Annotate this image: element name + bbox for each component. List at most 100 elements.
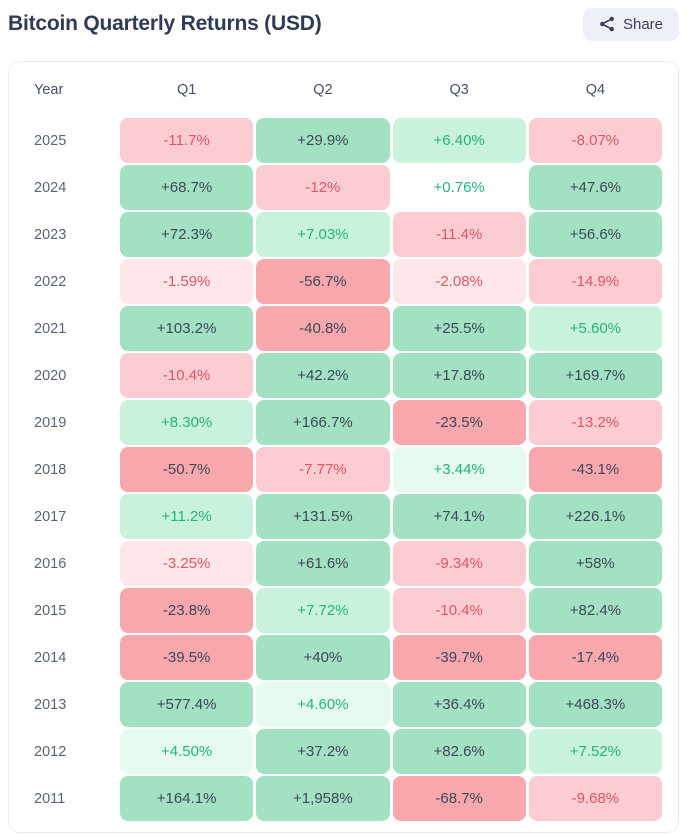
return-cell: -39.7% [392, 635, 526, 680]
return-cell: +169.7% [528, 353, 662, 398]
year-label: 2025 [34, 132, 67, 149]
return-cell: -2.08% [392, 259, 526, 304]
return-cell: +42.2% [256, 353, 390, 398]
year-label: 2019 [34, 414, 67, 431]
return-cell: -1.59% [120, 259, 254, 304]
return-cell: +72.3% [120, 212, 254, 257]
return-cell: -13.2% [528, 400, 662, 445]
return-cell: +61.6% [256, 541, 390, 586]
return-cell: -43.1% [528, 447, 662, 492]
return-cell: +74.1% [392, 494, 526, 539]
table-row: 2015 -23.8% +7.72% -10.4% +82.4% [9, 588, 678, 633]
return-cell: -12% [256, 165, 390, 210]
return-cell: +25.5% [392, 306, 526, 351]
return-cell: +11.2% [120, 494, 254, 539]
table-row: 2011 +164.1% +1,958% -68.7% -9.68% [9, 776, 678, 821]
share-button-label: Share [622, 15, 663, 33]
return-cell: +1,958% [256, 776, 390, 821]
table-row: 2014 -39.5% +40% -39.7% -17.4% [9, 635, 678, 680]
table-row: 2024 +68.7% -12% +0.76% +47.6% [9, 165, 678, 210]
table-row: 2017 +11.2% +131.5% +74.1% +226.1% [9, 494, 678, 539]
year-label: 2022 [34, 273, 67, 290]
return-cell: +577.4% [120, 682, 254, 727]
table-header-row: Year Q1 Q2 Q3 Q4 [9, 62, 678, 118]
return-cell: -3.25% [120, 541, 254, 586]
return-cell: +8.30% [120, 400, 254, 445]
return-cell: +40% [256, 635, 390, 680]
return-cell: -11.7% [120, 118, 254, 163]
return-cell: -23.5% [392, 400, 526, 445]
share-icon [599, 16, 615, 32]
return-cell: -17.4% [528, 635, 662, 680]
return-cell: +82.6% [392, 729, 526, 774]
return-cell: -14.9% [528, 259, 662, 304]
return-cell: +37.2% [256, 729, 390, 774]
return-cell: +4.60% [256, 682, 390, 727]
returns-table-card: Year Q1 Q2 Q3 Q4 2025 -11.7% +29.9% +6.4… [8, 61, 679, 833]
return-cell: +0.76% [392, 165, 526, 210]
return-cell: -9.68% [528, 776, 662, 821]
table-row: 2021 +103.2% -40.8% +25.5% +5.60% [9, 306, 678, 351]
return-cell: +6.40% [392, 118, 526, 163]
return-cell: +7.52% [528, 729, 662, 774]
return-cell: -56.7% [256, 259, 390, 304]
year-label: 2014 [34, 649, 67, 666]
return-cell: +82.4% [528, 588, 662, 633]
column-header-q3: Q3 [449, 82, 469, 98]
year-label: 2017 [34, 508, 67, 525]
return-cell: -11.4% [392, 212, 526, 257]
return-cell: -9.34% [392, 541, 526, 586]
column-header-year: Year [34, 82, 64, 98]
return-cell: +17.8% [392, 353, 526, 398]
table-row: 2012 +4.50% +37.2% +82.6% +7.52% [9, 729, 678, 774]
year-label: 2012 [34, 743, 67, 760]
return-cell: -7.77% [256, 447, 390, 492]
return-cell: -10.4% [392, 588, 526, 633]
return-cell: +103.2% [120, 306, 254, 351]
return-cell: +7.03% [256, 212, 390, 257]
return-cell: +131.5% [256, 494, 390, 539]
return-cell: -68.7% [392, 776, 526, 821]
year-label: 2020 [34, 367, 67, 384]
return-cell: -23.8% [120, 588, 254, 633]
table-row: 2020 -10.4% +42.2% +17.8% +169.7% [9, 353, 678, 398]
return-cell: +36.4% [392, 682, 526, 727]
table-row: 2023 +72.3% +7.03% -11.4% +56.6% [9, 212, 678, 257]
return-cell: +4.50% [120, 729, 254, 774]
page-title: Bitcoin Quarterly Returns (USD) [8, 12, 322, 35]
column-header-q2: Q2 [313, 82, 333, 98]
year-label: 2013 [34, 696, 67, 713]
table-row: 2022 -1.59% -56.7% -2.08% -14.9% [9, 259, 678, 304]
year-label: 2011 [34, 790, 66, 807]
column-header-q4: Q4 [585, 82, 606, 98]
return-cell: +68.7% [120, 165, 254, 210]
return-cell: +164.1% [120, 776, 254, 821]
return-cell: +29.9% [256, 118, 390, 163]
table-body: 2025 -11.7% +29.9% +6.40% -8.07% 2024 +6… [9, 118, 678, 821]
return-cell: -39.5% [120, 635, 254, 680]
return-cell: +468.3% [528, 682, 662, 727]
year-label: 2021 [34, 320, 67, 337]
table-row: 2013 +577.4% +4.60% +36.4% +468.3% [9, 682, 678, 727]
return-cell: -50.7% [120, 447, 254, 492]
return-cell: -8.07% [528, 118, 662, 163]
year-label: 2018 [34, 461, 67, 478]
return-cell: +47.6% [528, 165, 662, 210]
table-row: 2025 -11.7% +29.9% +6.40% -8.07% [9, 118, 678, 163]
return-cell: +226.1% [528, 494, 662, 539]
year-label: 2024 [34, 179, 67, 196]
table-row: 2016 -3.25% +61.6% -9.34% +58% [9, 541, 678, 586]
return-cell: -10.4% [120, 353, 254, 398]
return-cell: +166.7% [256, 400, 390, 445]
return-cell: +56.6% [528, 212, 662, 257]
return-cell: +3.44% [392, 447, 526, 492]
table-row: 2018 -50.7% -7.77% +3.44% -43.1% [9, 447, 678, 492]
return-cell: +5.60% [528, 306, 662, 351]
top-bar: Bitcoin Quarterly Returns (USD) Share [0, 0, 687, 44]
column-header-q1: Q1 [176, 82, 197, 98]
year-label: 2016 [34, 555, 67, 572]
table-row: 2019 +8.30% +166.7% -23.5% -13.2% [9, 400, 678, 445]
return-cell: -40.8% [256, 306, 390, 351]
return-cell: +7.72% [256, 588, 390, 633]
share-button[interactable]: Share [582, 7, 679, 41]
